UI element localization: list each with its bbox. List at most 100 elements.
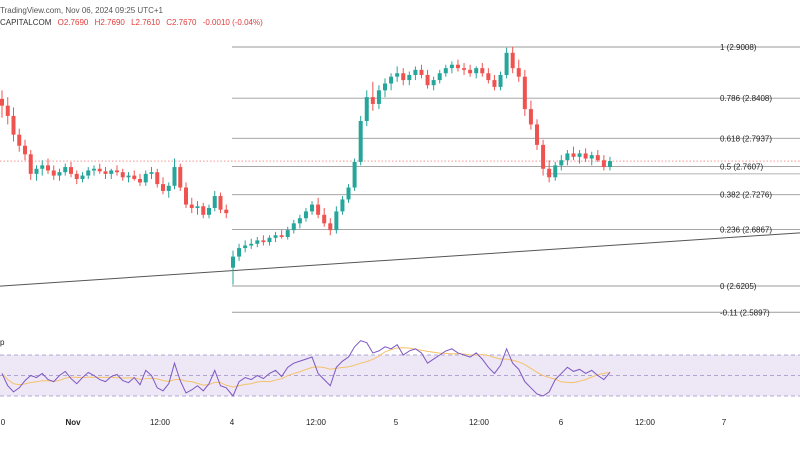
candle bbox=[46, 158, 50, 174]
candle-body bbox=[522, 76, 527, 110]
candle-body bbox=[273, 235, 278, 238]
candle bbox=[492, 74, 497, 91]
candle bbox=[389, 73, 394, 91]
candle-body bbox=[132, 175, 137, 179]
candle-body bbox=[389, 76, 394, 84]
time-axis: 0 Nov 12:00 4 12:00 5 12:00 6 12:00 7 bbox=[1, 418, 727, 427]
candle bbox=[528, 100, 533, 130]
candle bbox=[243, 240, 248, 253]
candle bbox=[273, 231, 278, 243]
candle-body bbox=[310, 204, 315, 212]
candle-body bbox=[571, 153, 576, 157]
candle bbox=[201, 202, 206, 219]
fibonacci-retracement[interactable]: 1 (2.9008) 0.786 (2.8408) 0.618 (2.7937) 0.… bbox=[232, 43, 800, 317]
candle-body bbox=[115, 170, 119, 173]
candle bbox=[535, 119, 539, 151]
candle bbox=[316, 197, 321, 219]
candle-body bbox=[535, 124, 539, 145]
time-axis-label: 0 bbox=[1, 418, 6, 427]
candle-body bbox=[103, 171, 108, 174]
candle bbox=[431, 76, 436, 91]
candle-body bbox=[224, 209, 229, 214]
candle-body bbox=[291, 223, 296, 231]
candle-body bbox=[480, 68, 485, 74]
candle bbox=[86, 167, 91, 179]
candle-body bbox=[138, 178, 142, 183]
trendline-layer[interactable] bbox=[0, 232, 800, 287]
candle bbox=[383, 78, 387, 98]
candle-body bbox=[595, 155, 600, 161]
candle-body bbox=[11, 115, 16, 135]
candle-body bbox=[328, 223, 333, 231]
candle bbox=[28, 150, 33, 180]
candle bbox=[218, 192, 223, 214]
candle-body bbox=[322, 214, 327, 224]
candle-body bbox=[401, 73, 406, 81]
candle-body bbox=[383, 83, 387, 91]
candle-body bbox=[589, 155, 594, 159]
candle-body bbox=[28, 154, 33, 174]
change-value: -0.0010 (-0.04%) bbox=[202, 18, 263, 27]
candle bbox=[297, 214, 302, 229]
candle-body bbox=[126, 175, 131, 178]
candle-body bbox=[358, 121, 363, 162]
candle bbox=[601, 155, 606, 171]
candle-body bbox=[577, 153, 582, 157]
candle-body bbox=[189, 204, 194, 208]
candle bbox=[565, 150, 570, 166]
symbol-label[interactable]: CAPITALCOM bbox=[0, 18, 52, 27]
candle-body bbox=[285, 230, 290, 237]
candle bbox=[57, 168, 62, 181]
candle bbox=[184, 182, 188, 208]
candle-body bbox=[528, 109, 533, 125]
candle bbox=[143, 170, 148, 186]
time-axis-label: 12:00 bbox=[306, 418, 327, 427]
candle bbox=[468, 64, 473, 77]
candle bbox=[155, 168, 160, 188]
candle bbox=[516, 59, 521, 82]
candle-body bbox=[201, 206, 206, 215]
candle bbox=[498, 71, 503, 91]
candle-body bbox=[376, 90, 381, 104]
candle bbox=[595, 150, 600, 162]
candle-body bbox=[243, 245, 248, 249]
time-axis-label: 12:00 bbox=[635, 418, 656, 427]
candle-body bbox=[370, 97, 375, 104]
candle bbox=[109, 168, 114, 179]
candle bbox=[449, 61, 454, 74]
candle bbox=[522, 69, 527, 116]
candle-body bbox=[255, 240, 260, 244]
candle bbox=[5, 97, 10, 125]
candle bbox=[279, 230, 284, 239]
candle bbox=[443, 64, 448, 77]
candle-body bbox=[166, 185, 171, 191]
candle-body bbox=[547, 168, 552, 178]
candle-body bbox=[69, 167, 73, 174]
candle bbox=[249, 238, 254, 249]
candle bbox=[34, 165, 39, 181]
candle-body bbox=[364, 97, 369, 122]
candle-body bbox=[23, 145, 27, 155]
candle bbox=[559, 155, 564, 171]
candle-body bbox=[149, 172, 154, 174]
candle-body bbox=[184, 187, 188, 205]
candle-body bbox=[413, 69, 418, 75]
candle-body bbox=[109, 170, 114, 174]
candle bbox=[419, 64, 424, 79]
candle bbox=[352, 158, 357, 191]
rising-trendline[interactable] bbox=[0, 232, 800, 287]
candle bbox=[120, 168, 125, 181]
chart-header: TradingView.com, Nov 06, 2024 09:25 UTC+… bbox=[0, 0, 800, 34]
candle bbox=[310, 201, 315, 215]
candle-body bbox=[86, 170, 91, 176]
candle bbox=[322, 207, 327, 227]
candle bbox=[172, 158, 177, 190]
candle bbox=[23, 139, 27, 161]
candle-body bbox=[583, 153, 588, 159]
candle bbox=[577, 150, 582, 164]
candle-body bbox=[541, 144, 546, 169]
candle bbox=[291, 219, 296, 234]
candle bbox=[474, 66, 479, 79]
candle-body bbox=[316, 204, 321, 215]
